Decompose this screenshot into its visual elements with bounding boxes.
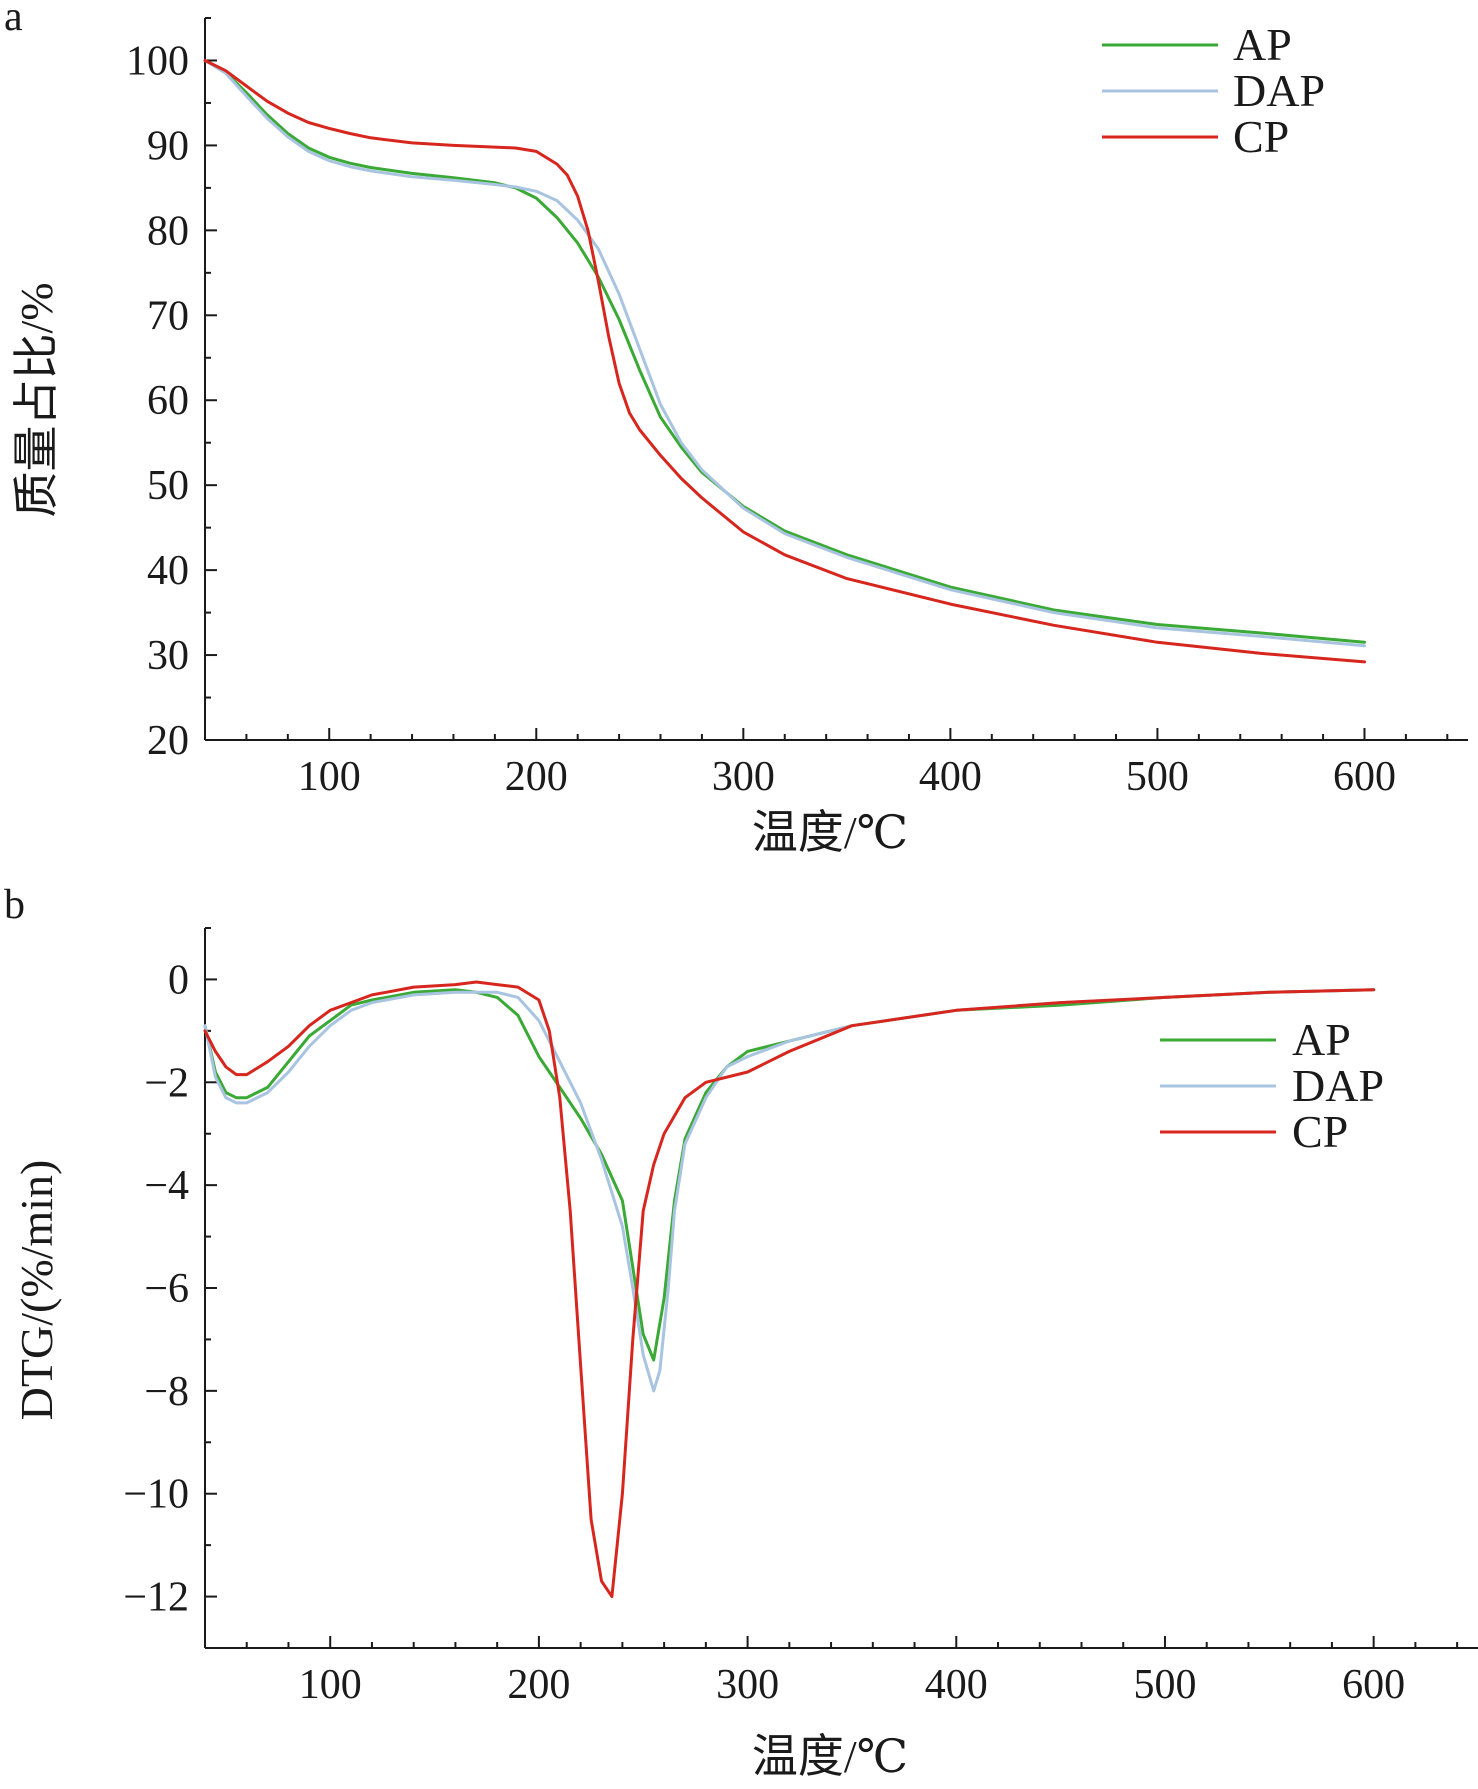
panel-b-x-tick-label: 600: [1342, 1662, 1405, 1708]
panel-a-y-tick-label: 50: [147, 463, 189, 509]
panel-b-y-tick-label: −12: [123, 1575, 189, 1621]
panel-b-x-tick-label: 100: [299, 1662, 362, 1708]
panel-a-legend-label-cp: CP: [1233, 111, 1289, 162]
panel-a-x-tick-label: 100: [298, 754, 361, 800]
panel-a-y-tick-label: 90: [147, 123, 189, 169]
panel-a-chart: a 100 200 300 400 500 600 20 30 40 50 60 70 80 90 100 温度…: [4, 0, 1468, 858]
panel-a-y-tick-label: 70: [147, 293, 189, 339]
panel-b-legend-label-cp: CP: [1292, 1106, 1348, 1157]
panel-b-x-axis-title: 温度/℃: [752, 1731, 908, 1782]
panel-b-legend-label-dap: DAP: [1292, 1060, 1384, 1111]
panel-b-series-dap-line: [203, 988, 1376, 1393]
panel-b-y-tick-label: −10: [123, 1472, 189, 1518]
panel-b-x-tick-label: 200: [507, 1662, 570, 1708]
panel-a-label: a: [4, 0, 23, 40]
panel-a-y-tick-label: 20: [147, 718, 189, 764]
panel-a-y-tick-label: 40: [147, 548, 189, 594]
panel-a-x-tick-label: 500: [1126, 754, 1189, 800]
panel-b-y-tick-label: −8: [144, 1369, 189, 1415]
panel-a-x-tick-label: 300: [712, 754, 775, 800]
panel-a-x-tick-label: 400: [919, 754, 982, 800]
panel-b-series-ap-line: [203, 988, 1376, 1362]
panel-a-series-dap-line: [203, 59, 1366, 648]
panel-b-y-tick-label: −4: [144, 1163, 189, 1209]
panel-a-y-axis-title: 质量占比/%: [11, 282, 62, 517]
panel-b-x-tick-label: 400: [925, 1662, 988, 1708]
panel-a-x-tick-label: 600: [1333, 754, 1396, 800]
panel-a-y-tick-label: 60: [147, 378, 189, 424]
panel-b-series-cp-line: [203, 980, 1376, 1599]
panel-a-y-tick-label: 100: [126, 38, 189, 84]
panel-a-legend-label-ap: AP: [1233, 19, 1292, 70]
panel-b-label: b: [4, 882, 25, 928]
panel-b-y-tick-label: −2: [144, 1060, 189, 1106]
panel-a-y-tick-label: 80: [147, 208, 189, 254]
panel-a-legend-label-dap: DAP: [1233, 65, 1325, 116]
panel-a-y-tick-label: 30: [147, 633, 189, 679]
panel-a-series-ap-line: [203, 59, 1366, 644]
panel-a-x-tick-label: 200: [505, 754, 568, 800]
panel-b-y-axis-title: DTG/(%/min): [11, 1160, 62, 1421]
panel-a-series-cp-line: [203, 59, 1366, 664]
panel-b-chart: b 100 200 300 400 500 600 0 −2 −4 −6 −8 −10 −12 温度/℃ DT…: [4, 882, 1478, 1782]
panel-b-x-tick-label: 300: [716, 1662, 779, 1708]
panel-b-legend-label-ap: AP: [1292, 1014, 1351, 1065]
panel-b-y-tick-label: 0: [168, 957, 189, 1003]
panel-b-y-tick-label: −6: [144, 1266, 189, 1312]
panel-b-x-tick-label: 500: [1133, 1662, 1196, 1708]
panel-a-x-axis-title: 温度/℃: [752, 807, 908, 858]
